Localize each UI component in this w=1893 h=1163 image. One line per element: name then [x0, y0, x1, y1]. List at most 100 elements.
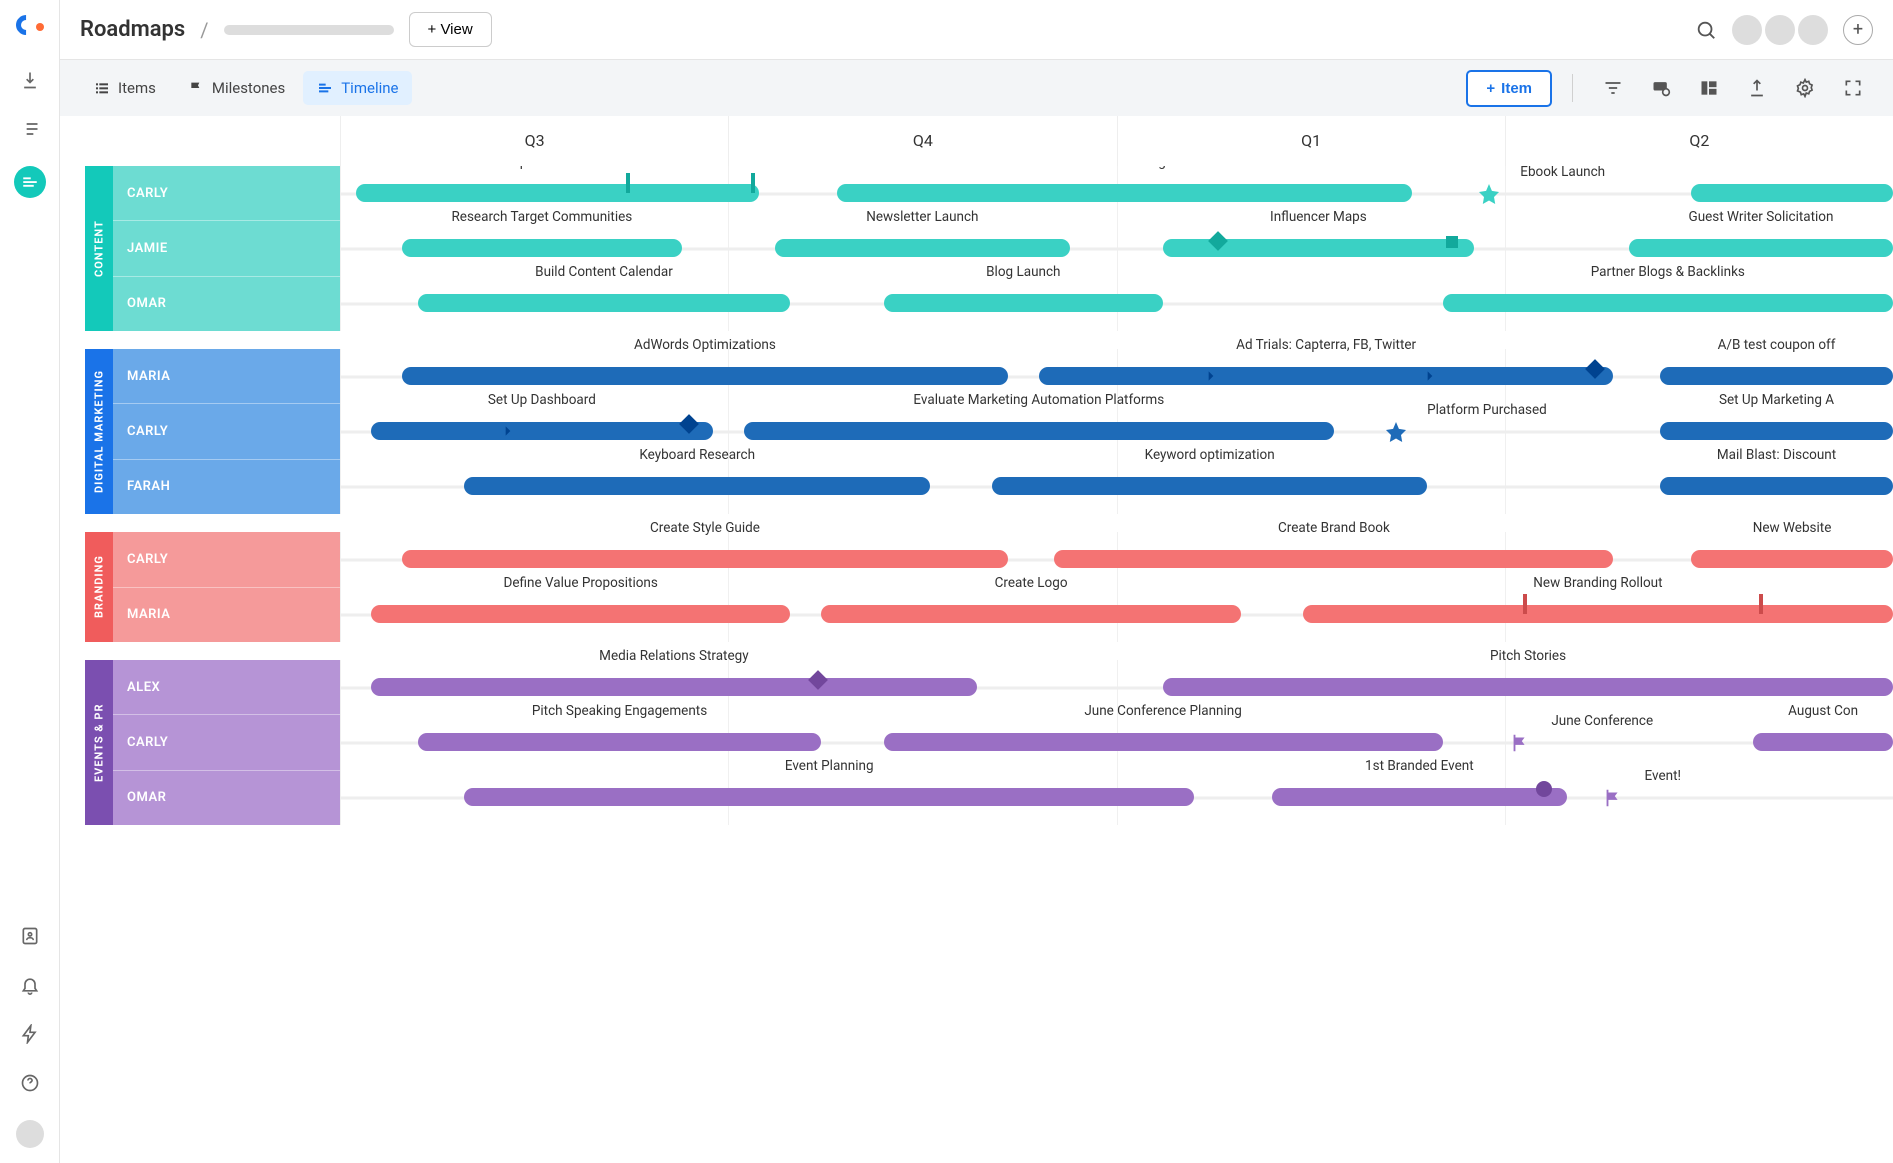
- milestones-icon: [188, 80, 204, 96]
- timeline-bar[interactable]: Create Style Guide: [402, 540, 1008, 578]
- timeline-bar[interactable]: Mail Blast: Discount: [1660, 467, 1893, 505]
- fullscreen-icon[interactable]: [1843, 78, 1863, 98]
- timeline-bar[interactable]: Build Content Calendar: [418, 284, 791, 322]
- contacts-icon[interactable]: [18, 924, 42, 948]
- person-label[interactable]: CARLY: [113, 403, 340, 458]
- avatar-group: [1732, 15, 1828, 45]
- export-icon[interactable]: [1747, 78, 1767, 98]
- tab-timeline[interactable]: Timeline: [303, 71, 412, 105]
- timeline-bar[interactable]: Influencer Maps: [1163, 229, 1474, 267]
- bar-label: Research Target Communities: [451, 209, 632, 225]
- person-label[interactable]: CARLY: [113, 714, 340, 769]
- help-icon[interactable]: [18, 1071, 42, 1095]
- tab-items[interactable]: Items: [80, 71, 170, 105]
- layout-icon[interactable]: [1699, 78, 1719, 98]
- bar-label: Evaluate Marketing Automation Platforms: [913, 392, 1164, 408]
- timeline-bar[interactable]: Ebook Writing: [837, 174, 1412, 212]
- group-label: EVENTS & PR: [85, 660, 113, 825]
- timeline-bar[interactable]: Media Relations Strategy: [371, 668, 977, 706]
- timeline-bar[interactable]: Set Up Dashboard: [371, 412, 713, 450]
- timeline-bar[interactable]: August Con: [1753, 723, 1893, 761]
- person-label[interactable]: JAMIE: [113, 220, 340, 275]
- bar-label: New Website: [1753, 520, 1832, 536]
- milestone-label: Event!: [1645, 768, 1681, 784]
- timeline-row: Set Up Dashboard Evaluate Marketing Autom…: [340, 404, 1893, 459]
- add-member-button[interactable]: +: [1843, 15, 1873, 45]
- timeline-bar[interactable]: Set Up Social Channels: [356, 174, 760, 212]
- timeline-bar[interactable]: A/B test coupon off: [1660, 357, 1893, 395]
- bolt-icon[interactable]: [18, 1022, 42, 1046]
- filter-icon[interactable]: [1603, 78, 1623, 98]
- person-label[interactable]: FARAH: [113, 459, 340, 514]
- timeline-viewport[interactable]: Q3Q4Q1Q2 CONTENTCARLYJAMIEOMARSet Up Soc…: [60, 116, 1893, 1163]
- timeline-bar[interactable]: Guest Writer Solicitation: [1629, 229, 1893, 267]
- member-avatar[interactable]: [1732, 15, 1762, 45]
- milestone-label: Platform Purchased: [1427, 402, 1547, 418]
- timeline-row: Event Planning 1st Branded Event Event!: [340, 770, 1893, 825]
- timeline-bar[interactable]: Event Planning: [464, 778, 1194, 816]
- add-item-button[interactable]: + Item: [1466, 70, 1552, 107]
- member-avatar[interactable]: [1798, 15, 1828, 45]
- timeline-bar[interactable]: June Conference Planning: [884, 723, 1443, 761]
- timeline-bar[interactable]: AdWords Optimizations: [402, 357, 1008, 395]
- timeline-bar[interactable]: Create Logo: [821, 595, 1240, 633]
- add-view-button[interactable]: + View: [409, 12, 492, 47]
- timeline-bar[interactable]: Research Target Communities: [402, 229, 682, 267]
- bar-marker: [1218, 241, 1232, 255]
- timeline-bar[interactable]: Ad Trials: Capterra, FB, Twitter: [1039, 357, 1614, 395]
- bar-label: Pitch Speaking Engagements: [532, 703, 707, 719]
- bar-label: Influencer Maps: [1270, 209, 1367, 225]
- list-icon[interactable]: [18, 117, 42, 141]
- link-icon[interactable]: [1651, 78, 1671, 98]
- user-avatar[interactable]: [16, 1120, 44, 1148]
- timeline-bar[interactable]: New Website: [1691, 540, 1893, 578]
- plus-icon: +: [1486, 80, 1495, 97]
- bell-icon[interactable]: [18, 973, 42, 997]
- person-label[interactable]: MARIA: [113, 349, 340, 403]
- timeline-bar[interactable]: Create Brand Book: [1054, 540, 1613, 578]
- bar-label: Mail Blast: Discount: [1717, 447, 1836, 463]
- quarter-header: Q3Q4Q1Q2: [60, 116, 1893, 166]
- download-icon[interactable]: [18, 68, 42, 92]
- bar-label: New Branding Rollout: [1533, 575, 1662, 591]
- timeline-bar[interactable]: Define Value Propositions: [371, 595, 790, 633]
- milestone-marker[interactable]: [1477, 182, 1501, 206]
- member-avatar[interactable]: [1765, 15, 1795, 45]
- tab-milestones[interactable]: Milestones: [174, 71, 299, 105]
- person-label[interactable]: OMAR: [113, 770, 340, 825]
- timeline-nav-icon[interactable]: [14, 166, 46, 198]
- milestone-marker[interactable]: [1384, 420, 1408, 444]
- timeline-bar[interactable]: Blog Launch: [884, 284, 1164, 322]
- group-label: DIGITAL MARKETING: [85, 349, 113, 514]
- timeline-bar[interactable]: Evaluate Marketing Automation Platforms: [744, 412, 1334, 450]
- bar-marker: [1761, 604, 1765, 624]
- timeline-bar[interactable]: Keyboard Research: [464, 467, 930, 505]
- bar-label: Define Value Propositions: [504, 575, 658, 591]
- search-icon[interactable]: [1695, 19, 1717, 41]
- quarter-column: Q2: [1505, 116, 1893, 166]
- person-label[interactable]: OMAR: [113, 276, 340, 331]
- bar-marker: [1452, 242, 1464, 254]
- milestone-marker[interactable]: [1509, 732, 1531, 754]
- timeline-bar[interactable]: Keyword optimization: [992, 467, 1427, 505]
- timeline-bar[interactable]: Newsletter Launch: [775, 229, 1070, 267]
- timeline-bar[interactable]: Pitch Speaking Engagements: [418, 723, 822, 761]
- bar-marker: [1423, 369, 1437, 383]
- bar-marker: [818, 680, 832, 694]
- timeline-bar[interactable]: 1st Branded Event: [1272, 778, 1567, 816]
- milestone-marker[interactable]: [1602, 787, 1624, 809]
- bar-label: Create Brand Book: [1278, 520, 1390, 536]
- person-label[interactable]: ALEX: [113, 660, 340, 714]
- person-label[interactable]: CARLY: [113, 166, 340, 220]
- person-label[interactable]: CARLY: [113, 532, 340, 587]
- timeline-bar[interactable]: Set Up Marketing A: [1660, 412, 1893, 450]
- person-label[interactable]: MARIA: [113, 587, 340, 643]
- timeline-bar[interactable]: Pitch Stories: [1163, 668, 1893, 706]
- timeline-bar[interactable]: [1691, 174, 1893, 212]
- gear-icon[interactable]: [1795, 78, 1815, 98]
- swimlane: EVENTS & PRALEXCARLYOMAR Media Relations …: [60, 660, 1893, 825]
- timeline-bar[interactable]: Partner Blogs & Backlinks: [1443, 284, 1893, 322]
- timeline-bar[interactable]: New Branding Rollout: [1303, 595, 1893, 633]
- swimlane: CONTENTCARLYJAMIEOMARSet Up Social Chann…: [60, 166, 1893, 331]
- bar-marker: [628, 183, 632, 203]
